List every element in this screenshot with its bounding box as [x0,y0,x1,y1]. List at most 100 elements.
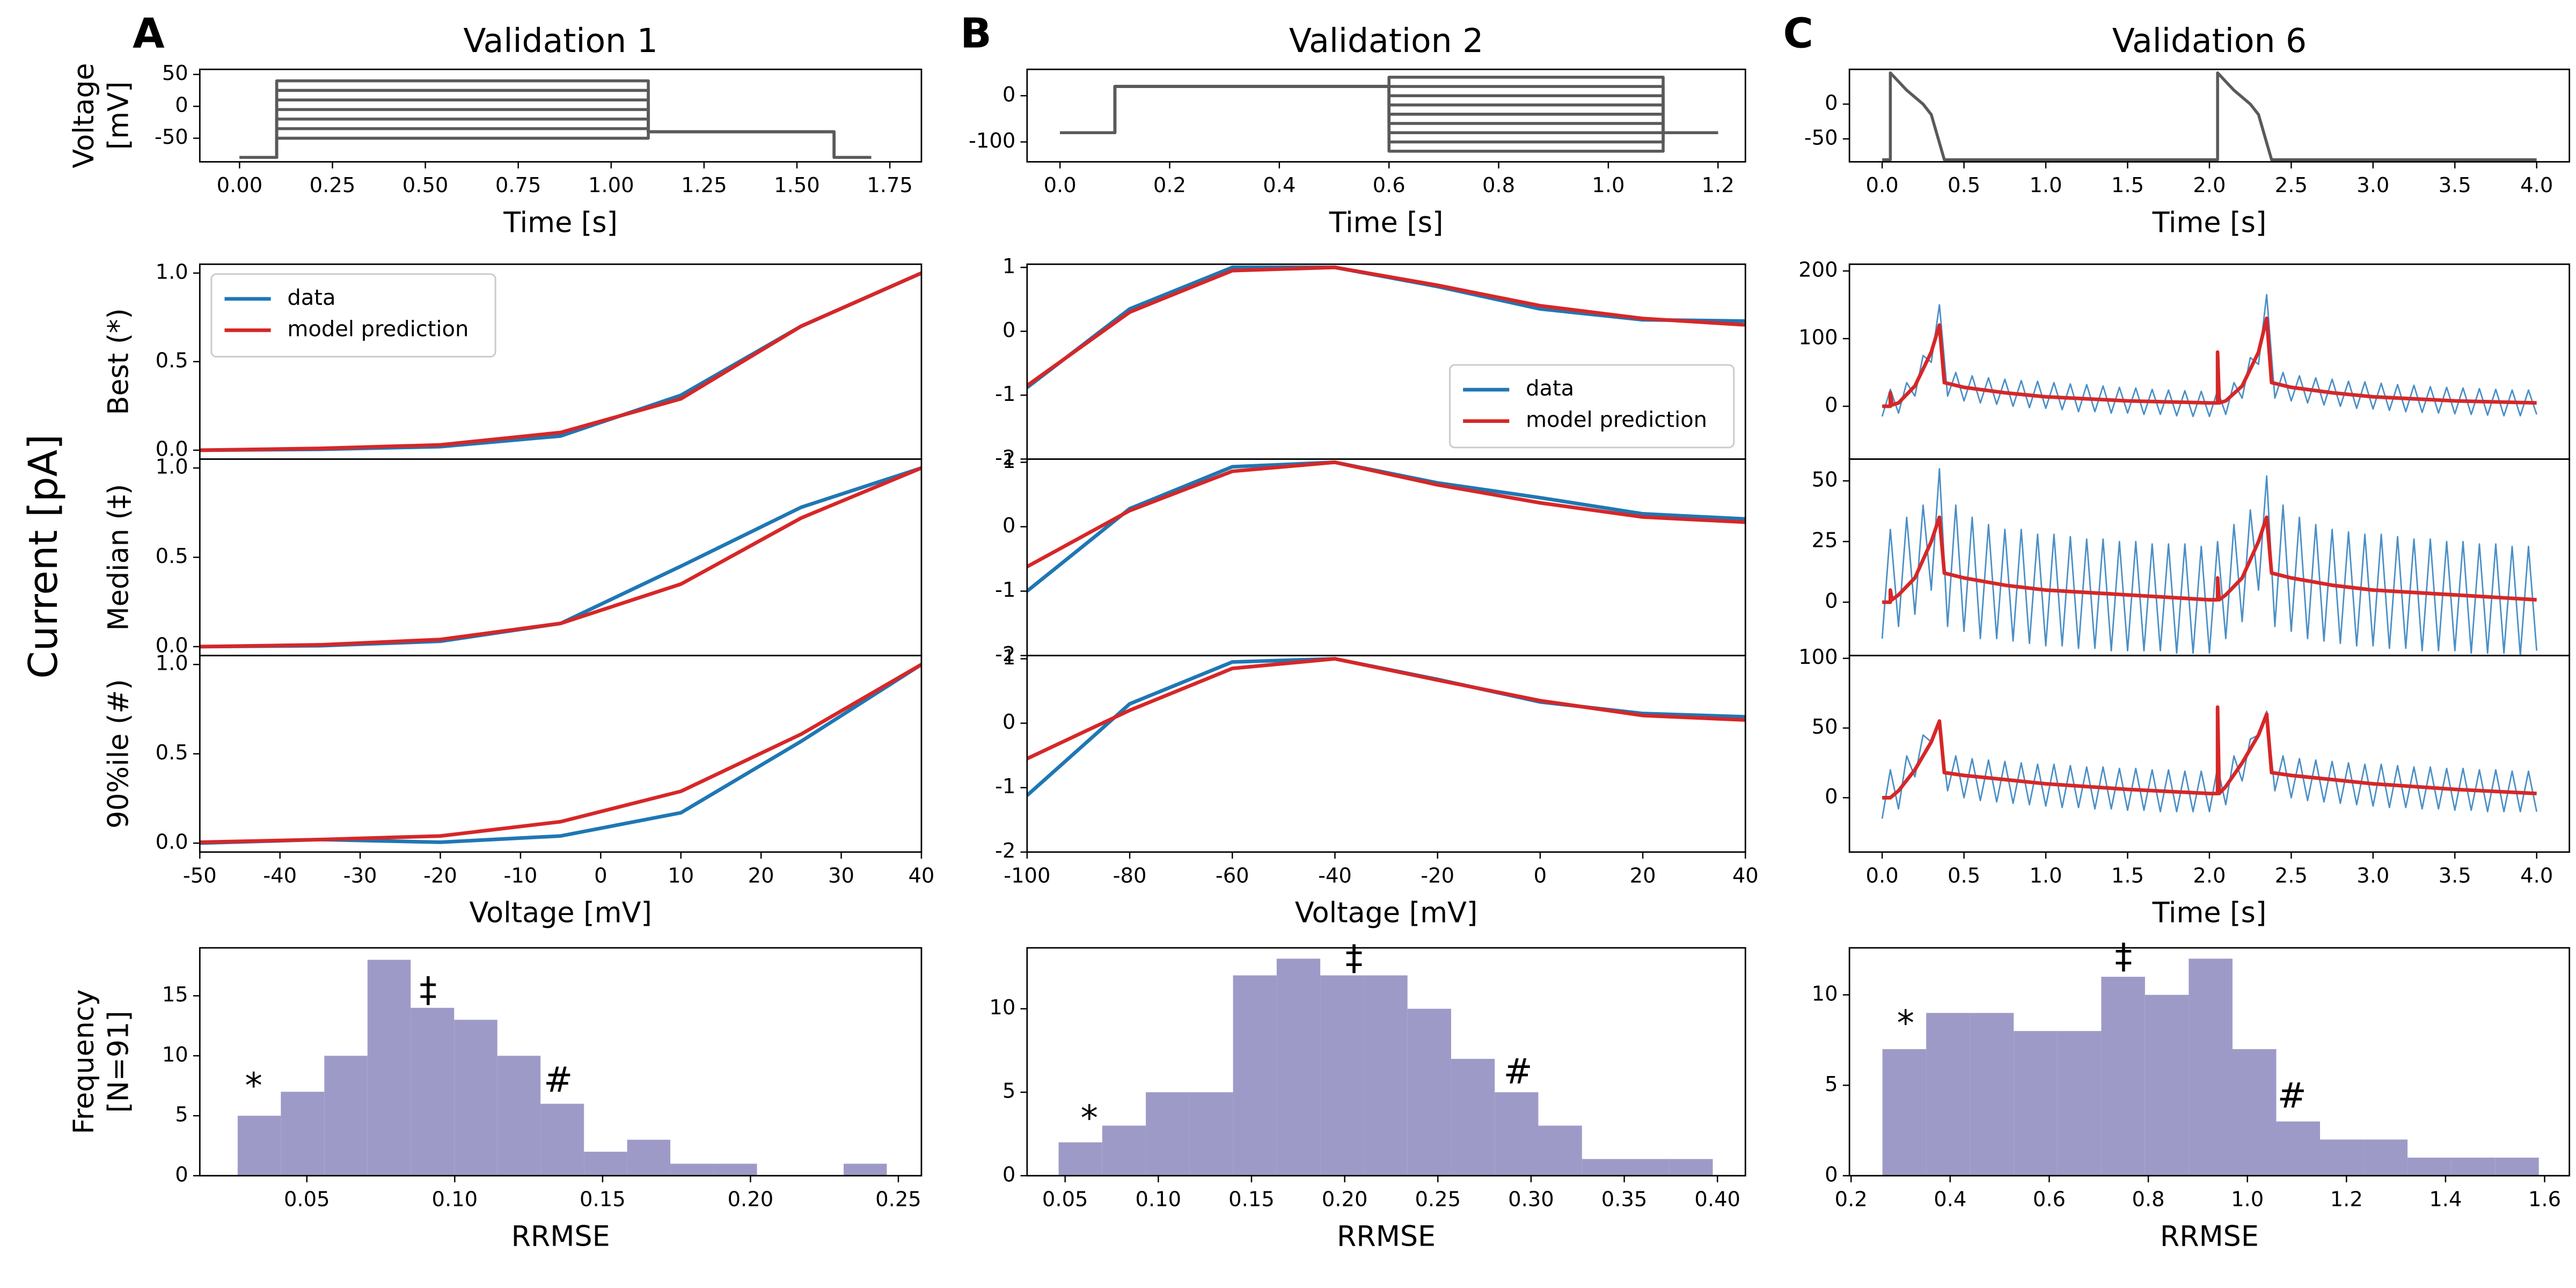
y-tick-label: 100 [1798,645,1838,669]
x-tick-label: 0.0 [1866,863,1899,888]
x-tick-label: 0.15 [1228,1187,1275,1211]
x-tick-label: 0.6 [1373,173,1406,197]
x-tick-label: 1.2 [1702,173,1735,197]
x-tick-label: 0.0 [1044,173,1077,197]
y-axis-label: Voltage [68,63,100,168]
y-tick-label: -2 [995,839,1015,863]
series-line [1060,85,1718,153]
y-tick-label: 0 [175,1162,188,1187]
histogram-bar [237,1116,281,1176]
x-tick-label: 1.0 [2029,173,2062,197]
histogram-bar [1882,1049,1927,1176]
x-axis-label: RRMSE [511,1220,610,1253]
histogram-bar [670,1163,714,1176]
x-tick-label: 0.4 [1934,1187,1966,1211]
x-tick-label: 2.0 [2193,173,2226,197]
y-tick-label: 0 [1825,1162,1838,1187]
x-tick-label: 40 [908,863,934,888]
histogram-bar [324,1056,368,1176]
x-tick-label: 0.10 [1136,1187,1182,1211]
plot-area [237,960,887,1176]
x-tick-label: 0.10 [432,1187,478,1211]
x-tick-label: 10 [668,863,694,888]
plot-area [1027,657,1746,797]
x-tick-label: -50 [183,863,217,888]
y-tick-label: -100 [969,129,1015,153]
x-tick-label: 1.75 [867,173,913,197]
x-tick-label: 2.5 [2275,863,2308,888]
y-axis-label: [mV] [103,82,135,150]
y-tick-label: 0 [175,93,188,118]
x-tick-label: 0.50 [402,173,449,197]
x-tick-label: 0.0 [1866,173,1899,197]
x-tick-label: 1.5 [2111,173,2144,197]
x-tick-label: 40 [1732,863,1759,888]
x-tick-label: -60 [1216,863,1249,888]
annotation: ‡ [420,970,437,1010]
x-tick-label: 1.50 [774,173,820,197]
x-tick-label: 0.05 [1042,1187,1088,1211]
y-tick-label: 0.5 [156,741,188,765]
panel-label: B [960,10,992,58]
y-tick-label: 0 [1002,1162,1015,1187]
histogram-bar [2232,1049,2277,1176]
legend-label: data [287,286,335,310]
series-line [1881,711,2538,819]
plot-area [1060,76,1718,153]
legend-label: data [1526,376,1574,401]
y-tick-label: -2 [995,446,1015,470]
y-tick-label: 0 [1002,514,1015,538]
histogram-bar [497,1056,541,1176]
series-line [239,130,872,159]
y-axis-label: [N=91] [103,1011,135,1113]
axes-frame [1026,947,1746,1177]
y-tick-label: 50 [1812,715,1838,739]
x-axis-label: RRMSE [1337,1220,1436,1253]
x-tick-label: -10 [504,863,538,888]
histogram-bar [1926,1013,1970,1176]
series-line [1881,468,2538,656]
y-tick-label: 0 [1825,393,1838,418]
x-tick-label: 1.0 [2231,1187,2264,1211]
x-axis-label: Time [s] [1329,206,1444,239]
y-tick-label: 5 [1002,1079,1015,1103]
x-tick-label: 0.5 [1948,173,1980,197]
x-tick-label: 3.5 [2439,863,2471,888]
x-tick-label: -100 [1004,863,1050,888]
y-tick-label: 1.0 [156,260,188,284]
histogram-bar [1407,1008,1451,1176]
x-tick-label: -40 [1318,863,1352,888]
y-tick-label: -1 [995,578,1015,602]
y-tick-label: 0 [1002,83,1015,107]
legend-box [210,273,496,358]
histogram-bar [2407,1158,2451,1176]
plot-area [1881,705,2538,819]
x-tick-label: 0.25 [1415,1187,1461,1211]
annotation: ‡ [2115,936,2132,977]
histogram-bar [1495,1092,1539,1176]
annotation: # [544,1060,573,1100]
x-tick-label: 0.30 [1508,1187,1554,1211]
x-tick-label: 0.8 [1482,173,1515,197]
histogram-bar [2363,1139,2408,1176]
axes-frame [199,947,923,1177]
x-tick-label: 3.5 [2439,173,2471,197]
y-tick-label: 10 [989,996,1015,1020]
histogram-bar [540,1103,584,1176]
y-tick-label: 0.0 [156,830,188,854]
series-line [1882,316,2537,408]
x-tick-label: 0 [594,863,607,888]
x-tick-label: 0.20 [1322,1187,1368,1211]
histogram-bar [1320,975,1364,1176]
histogram-bar [1451,1059,1495,1176]
x-tick-label: 0.8 [2132,1187,2164,1211]
axes-frame [199,68,923,163]
x-tick-label: 30 [828,863,854,888]
y-tick-label: 1.0 [156,455,188,479]
x-axis-label: Time [s] [2152,206,2267,239]
x-tick-label: 0.05 [284,1187,330,1211]
y-axis-label: 90%ile (#) [103,679,135,829]
axes-frame [1026,655,1746,853]
plot-area [239,79,872,159]
